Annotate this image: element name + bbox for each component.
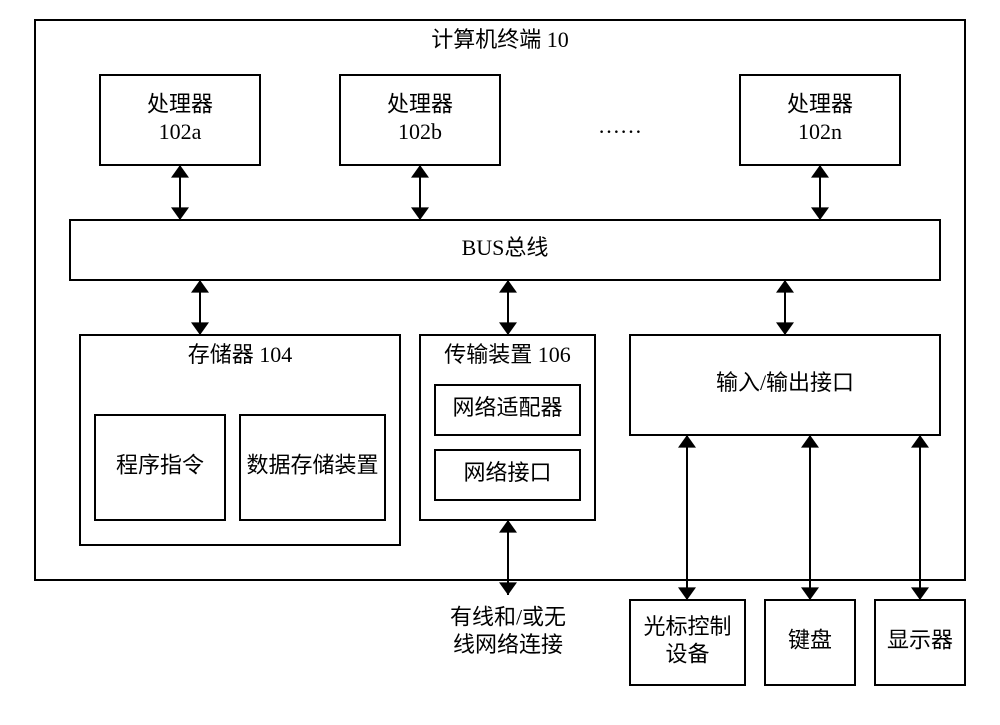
arrow-head (801, 587, 819, 600)
arrow-head (811, 207, 829, 220)
node-text-proc_b: 102b (398, 119, 442, 144)
arrow-head (678, 435, 696, 448)
container-title: 计算机终端 10 (431, 27, 569, 52)
arrow-head (411, 165, 429, 178)
node-text-proc_n: 102n (798, 119, 842, 144)
arrow-head (499, 322, 517, 335)
node-title-mem: 存储器 104 (188, 342, 293, 367)
ellipsis: …… (598, 113, 642, 138)
arrow-head (499, 520, 517, 533)
node-text-mem_data: 数据存储装置 (246, 453, 378, 478)
arrow-head (191, 322, 209, 335)
node-text-proc_a: 102a (159, 119, 202, 144)
arrow-head (499, 582, 517, 595)
arrow-head (499, 280, 517, 293)
arrow-head (811, 165, 829, 178)
node-text-proc_a: 处理器 (147, 91, 213, 116)
arrow-head (776, 322, 794, 335)
node-text-bus: BUS总线 (462, 235, 549, 260)
arrow-head (678, 587, 696, 600)
node-text-proc_b: 处理器 (387, 91, 453, 116)
node-text-cursor: 光标控制 (643, 614, 731, 639)
arrow-head (911, 587, 929, 600)
node-text-keyboard: 键盘 (788, 628, 832, 653)
arrow-head (171, 165, 189, 178)
arrow-head (171, 207, 189, 220)
node-text-io: 输入/输出接口 (716, 370, 854, 395)
net-label: 线网络连接 (453, 632, 563, 657)
node-text-mem_inst: 程序指令 (116, 453, 204, 478)
arrow-head (801, 435, 819, 448)
node-text-cursor: 设备 (665, 641, 709, 666)
node-title-trans: 传输装置 106 (444, 342, 571, 367)
node-text-display: 显示器 (887, 628, 953, 653)
arrow-head (776, 280, 794, 293)
node-text-proc_n: 处理器 (787, 91, 853, 116)
net-label: 有线和/或无 (450, 604, 566, 629)
node-text-net_adapt: 网络适配器 (452, 395, 562, 420)
arrow-head (191, 280, 209, 293)
arrow-head (911, 435, 929, 448)
node-text-net_if: 网络接口 (463, 460, 551, 485)
arrow-head (411, 207, 429, 220)
